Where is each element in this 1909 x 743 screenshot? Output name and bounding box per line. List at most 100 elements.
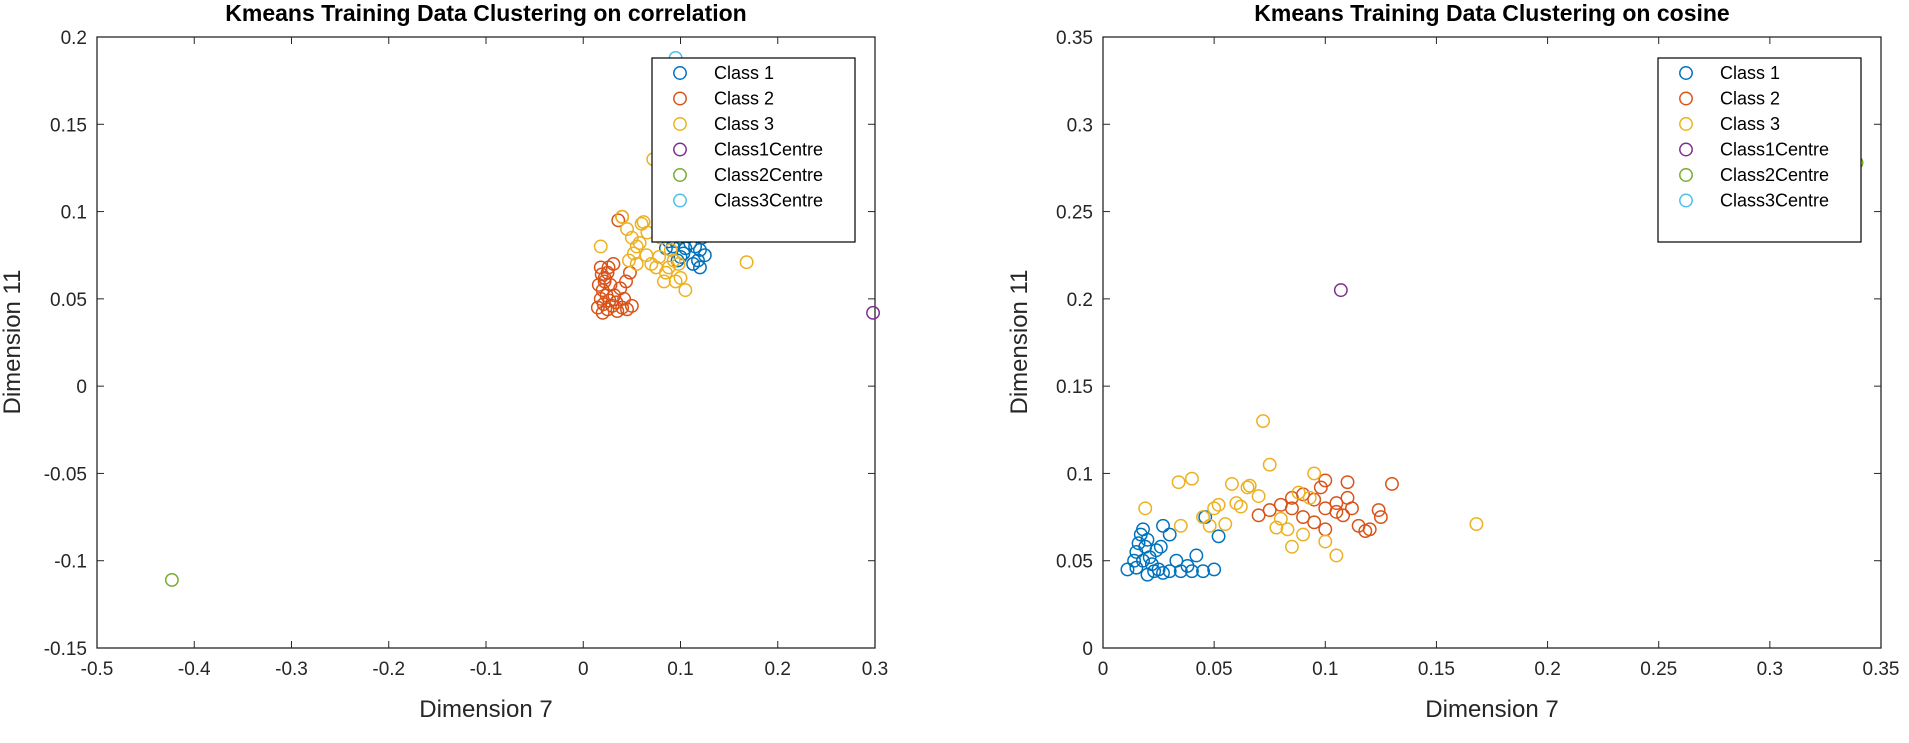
legend: Class 1 Class 2 Class 3 Class1Centre Class2C… xyxy=(1657,57,1862,243)
y-tick-label: 0.05 xyxy=(50,290,87,311)
data-point xyxy=(1229,496,1244,511)
x-tick-label: 0.05 xyxy=(1196,659,1233,680)
data-point xyxy=(1318,534,1333,549)
data-point xyxy=(1307,515,1322,530)
data-points xyxy=(1120,155,1864,582)
y-tick-label: 0.2 xyxy=(61,28,87,49)
data-point xyxy=(619,274,633,289)
x-tick-label: -0.2 xyxy=(372,659,405,680)
data-point xyxy=(1296,527,1311,542)
y-tick-label: 0.15 xyxy=(1056,377,1093,398)
legend-marker xyxy=(1679,91,1693,106)
y-axis-label: Dimension 11 xyxy=(1006,270,1033,415)
data-point xyxy=(593,239,608,254)
data-point xyxy=(1127,553,1142,568)
data-point xyxy=(1385,476,1399,491)
data-point xyxy=(1329,548,1344,563)
x-tick-label: -0.4 xyxy=(178,659,211,680)
data-point xyxy=(1345,501,1359,516)
data-point xyxy=(1207,501,1222,516)
data-point xyxy=(1196,564,1210,579)
data-point xyxy=(1307,466,1322,481)
data-point xyxy=(1196,510,1210,525)
data-point xyxy=(1313,480,1328,495)
y-tick-label: -0.15 xyxy=(44,639,87,660)
legend-marker xyxy=(673,142,687,157)
x-tick-label: 0.1 xyxy=(667,659,693,680)
y-tick-label: 0.2 xyxy=(1067,290,1093,311)
legend-marker xyxy=(673,117,687,131)
data-point xyxy=(1218,517,1233,532)
legend-marker xyxy=(673,168,687,182)
data-point xyxy=(1233,499,1248,514)
data-point xyxy=(1171,475,1186,490)
legend-label: Class3Centre xyxy=(1720,191,1829,211)
data-point xyxy=(1180,559,1195,573)
x-tick-label: 0 xyxy=(578,659,589,680)
x-tick-label: 0.2 xyxy=(765,659,791,680)
data-point xyxy=(1336,508,1351,523)
data-point xyxy=(1156,518,1170,533)
data-point xyxy=(1284,539,1299,554)
data-point xyxy=(1469,517,1484,532)
data-point xyxy=(622,253,636,268)
data-point xyxy=(1162,564,1177,579)
data-point xyxy=(626,246,641,261)
data-point xyxy=(1207,562,1222,577)
data-point xyxy=(1269,520,1284,535)
legend-marker xyxy=(673,91,687,106)
data-point xyxy=(1280,522,1295,537)
y-tick-label: 0.25 xyxy=(1056,203,1093,224)
y-tick-label: 0.35 xyxy=(1056,28,1093,49)
data-point xyxy=(164,572,179,587)
data-point xyxy=(1129,560,1144,575)
data-point xyxy=(1373,510,1388,525)
data-point xyxy=(611,213,626,228)
y-tick-label: 0 xyxy=(76,377,87,398)
data-point xyxy=(1169,553,1184,568)
y-tick-label: 0 xyxy=(1082,639,1093,660)
data-point xyxy=(629,256,644,271)
x-axis-label: Dimension 7 xyxy=(419,696,552,723)
data-point xyxy=(1251,508,1266,523)
legend-marker xyxy=(673,66,687,80)
legend-label: Class 1 xyxy=(1720,63,1780,83)
legend-label: Class2Centre xyxy=(1720,165,1829,185)
y-axis-label: Dimension 11 xyxy=(0,270,26,415)
data-point xyxy=(1291,485,1306,500)
x-tick-label: 0.2 xyxy=(1534,659,1560,680)
x-tick-label: 0 xyxy=(1098,659,1109,680)
x-tick-label: 0.3 xyxy=(1757,659,1783,680)
legend-marker xyxy=(1679,117,1693,131)
legend-marker xyxy=(673,193,687,208)
x-tick-label: 0.15 xyxy=(1418,659,1455,680)
legend: Class 1 Class 2 Class 3 Class1Centre Class2C… xyxy=(651,57,856,243)
data-point xyxy=(636,215,651,229)
legend-marker xyxy=(1679,66,1693,80)
data-point xyxy=(591,277,606,292)
data-point xyxy=(673,270,688,285)
data-point xyxy=(691,253,705,268)
x-tick-label: 0.35 xyxy=(1863,659,1900,680)
legend-label: Class 3 xyxy=(714,114,774,134)
data-point xyxy=(1211,497,1226,512)
chart-title: Kmeans Training Data Clustering on cosin… xyxy=(1254,0,1729,26)
data-point xyxy=(629,239,644,254)
legend-marker xyxy=(1679,142,1693,157)
cosine-scatter-plot: Kmeans Training Data Clustering on cosin… xyxy=(1006,0,1899,723)
data-point xyxy=(1256,414,1270,429)
x-tick-label: -0.3 xyxy=(275,659,308,680)
legend-label: Class 1 xyxy=(714,63,774,83)
x-tick-label: -0.5 xyxy=(81,659,114,680)
data-point xyxy=(1173,518,1188,533)
legend-label: Class1Centre xyxy=(1720,140,1829,160)
legend-marker xyxy=(1679,168,1693,182)
data-points xyxy=(164,50,881,587)
data-point xyxy=(1184,471,1199,486)
data-point xyxy=(661,260,676,275)
data-point xyxy=(1318,473,1333,488)
data-point xyxy=(1340,475,1355,490)
data-point xyxy=(1296,510,1311,525)
data-point xyxy=(1240,480,1255,495)
